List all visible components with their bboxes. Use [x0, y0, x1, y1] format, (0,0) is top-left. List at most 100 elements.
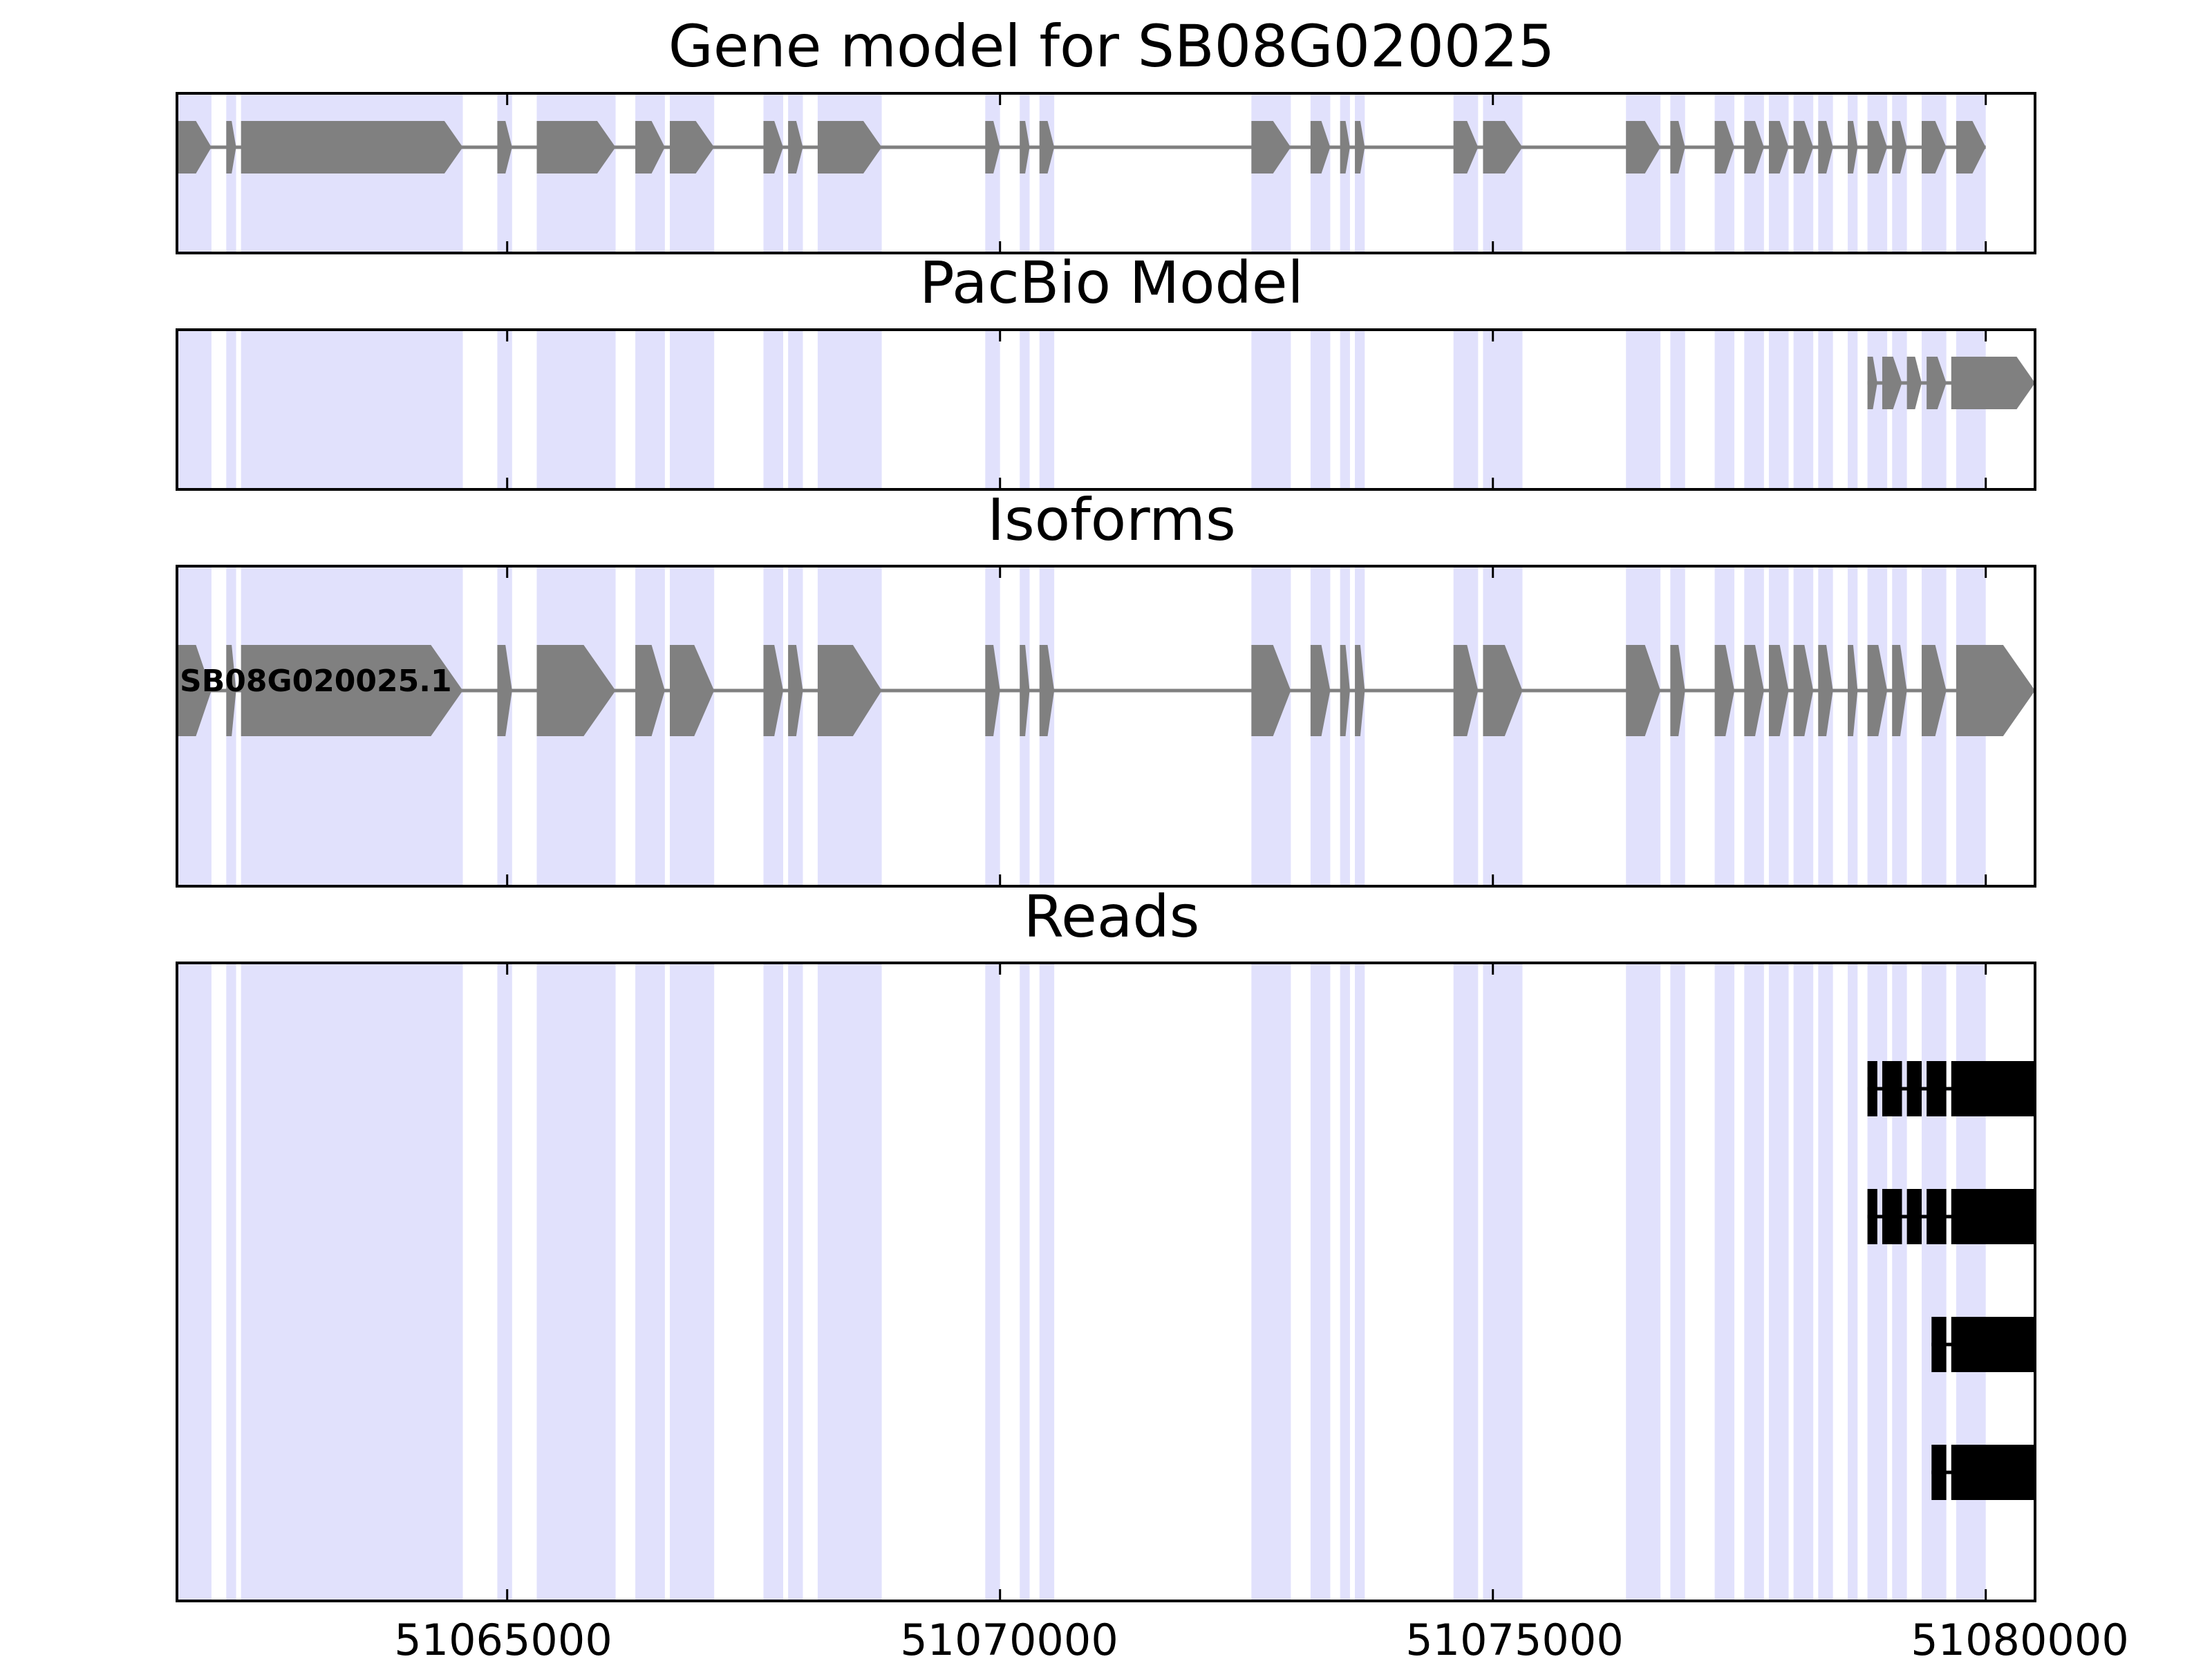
- read-block: [1867, 1189, 1877, 1244]
- exon-shade-band: [788, 963, 803, 1601]
- exon-shade-band: [226, 963, 236, 1601]
- exon-arrow: [1020, 121, 1030, 174]
- exon-arrow: [985, 121, 1000, 174]
- exon-arrow: [1483, 645, 1523, 736]
- exon-shade-band: [536, 330, 616, 489]
- exon-arrow: [177, 645, 212, 736]
- read-block: [1931, 1445, 1947, 1500]
- exon-shade-band: [1744, 330, 1764, 489]
- exon-shade-band: [1922, 330, 1947, 489]
- exon-shade-band: [1626, 330, 1661, 489]
- exon-shade-band: [985, 330, 1000, 489]
- exon-arrow: [1453, 121, 1479, 174]
- exon-arrow: [1744, 121, 1764, 174]
- exon-shade-band: [497, 963, 512, 1601]
- exon-shade-band: [817, 963, 882, 1601]
- read-block: [1951, 1445, 2035, 1500]
- exon-shade-band: [1818, 330, 1833, 489]
- exon-arrow: [226, 645, 236, 736]
- exon-arrow: [763, 121, 783, 174]
- exon-arrow: [1892, 121, 1907, 174]
- exon-arrow: [1626, 121, 1661, 174]
- panel-frame: [176, 565, 2036, 888]
- exon-arrow: [1039, 645, 1055, 736]
- exon-shade-band: [1626, 963, 1661, 1601]
- exon-shade-band: [669, 330, 715, 489]
- exon-arrow: [669, 121, 715, 174]
- exon-shade-band: [1714, 963, 1735, 1601]
- exon-shade-band: [1340, 963, 1350, 1601]
- exon-arrow: [1848, 121, 1858, 174]
- exon-arrow: [1310, 121, 1331, 174]
- x-tick-label: 51065000: [394, 1615, 612, 1659]
- exon-shade-band: [536, 963, 616, 1601]
- exon-arrow: [177, 121, 212, 174]
- exon-arrow: [788, 645, 803, 736]
- exon-arrow: [241, 121, 463, 174]
- exon-arrow: [1906, 357, 1922, 409]
- exon-shade-band: [1793, 963, 1814, 1601]
- exon-shade-band: [1848, 963, 1858, 1601]
- exon-shade-band: [1744, 963, 1764, 1601]
- exon-shade-band: [1848, 330, 1858, 489]
- exon-arrow: [536, 645, 616, 736]
- exon-arrow: [1892, 645, 1907, 736]
- exon-shade-band: [635, 330, 665, 489]
- exon-shade-band: [1670, 963, 1685, 1601]
- exon-shade-band: [1956, 330, 1986, 489]
- exon-shade-band: [1251, 963, 1291, 1601]
- exon-arrow: [985, 645, 1000, 736]
- exon-arrow: [1922, 121, 1947, 174]
- exon-arrow: [1340, 645, 1350, 736]
- exon-arrow: [1355, 645, 1365, 736]
- x-tick-label: 51070000: [900, 1615, 1118, 1659]
- exon-shade-band: [788, 330, 803, 489]
- exon-arrow: [497, 121, 512, 174]
- read-block: [1951, 1317, 2035, 1372]
- exon-shade-band: [1251, 330, 1291, 489]
- exon-shade-band: [497, 330, 512, 489]
- read-block: [1867, 1061, 1877, 1116]
- exon-shade-band: [1020, 330, 1030, 489]
- panel-title-isoforms: Isoforms: [987, 486, 1236, 554]
- exon-shade-band: [763, 330, 783, 489]
- exon-shade-band: [1483, 330, 1523, 489]
- exon-arrow: [1818, 121, 1833, 174]
- exon-shade-band: [241, 330, 463, 489]
- exon-arrow: [1867, 645, 1888, 736]
- exon-shade-band: [1768, 963, 1789, 1601]
- exon-shade-band: [226, 330, 236, 489]
- plot-layer: SB08G020025.1: [176, 92, 2036, 1602]
- exon-arrow: [1744, 645, 1764, 736]
- x-tick-label: 51075000: [1405, 1615, 1624, 1659]
- exon-arrow: [241, 645, 463, 736]
- isoform-label: SB08G020025.1: [180, 664, 452, 699]
- exon-shade-band: [1483, 963, 1523, 1601]
- exon-arrow: [226, 121, 236, 174]
- exon-shade-band: [241, 963, 463, 1601]
- exon-arrow: [1793, 645, 1814, 736]
- exon-arrow: [1867, 357, 1877, 409]
- exon-shade-band: [1956, 963, 1986, 1601]
- read-block: [1927, 1061, 1947, 1116]
- exon-arrow: [1626, 645, 1661, 736]
- read-block: [1931, 1317, 1947, 1372]
- exon-arrow: [788, 121, 803, 174]
- exon-shade-band: [1892, 963, 1907, 1601]
- exon-arrow: [1251, 645, 1291, 736]
- exon-arrow: [1483, 121, 1523, 174]
- read-block: [1951, 1189, 2035, 1244]
- read-block: [1882, 1061, 1902, 1116]
- exon-arrow: [1922, 645, 1947, 736]
- exon-shade-band: [763, 963, 783, 1601]
- exon-shade-band: [1867, 963, 1888, 1601]
- exon-arrow: [1020, 645, 1030, 736]
- exon-arrow: [1453, 645, 1479, 736]
- exon-arrow: [817, 645, 882, 736]
- exon-shade-band: [1892, 330, 1907, 489]
- read-block: [1927, 1189, 1947, 1244]
- exon-arrow: [763, 645, 783, 736]
- exon-arrow: [1310, 645, 1331, 736]
- exon-shade-band: [1039, 330, 1055, 489]
